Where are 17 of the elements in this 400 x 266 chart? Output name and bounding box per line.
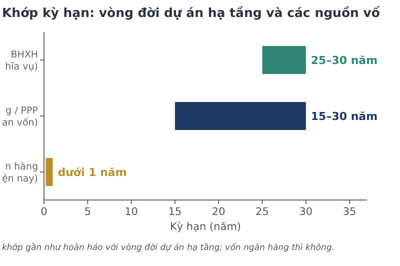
y-tick-label: n hàng ện nay) [2, 161, 38, 184]
x-tick-label: 5 [84, 206, 91, 218]
x-tick-label: 30 [299, 206, 313, 218]
text: khớp gần như hoàn hảo với vòng đời dự án hạ tầng; vốn ngân hàng thì không. [2, 242, 334, 253]
y-tick-label: BHXH hĩa vụ) [5, 49, 38, 72]
x-tick-label: 35 [342, 206, 356, 218]
data-label: 15–30 năm [310, 110, 378, 123]
data-label: dưới 1 năm [58, 166, 127, 179]
x-tick-label: 0 [40, 206, 48, 218]
x-axis-title: Kỳ hạn (năm) [170, 221, 242, 233]
data-label: 25–30 năm [310, 54, 378, 67]
x-tick-label: 20 [212, 206, 226, 218]
y-tick-label: g / PPP an vốn) [2, 105, 38, 128]
x-tick-label: 25 [256, 206, 269, 218]
chart-title: Khớp kỳ hạn: vòng đời dự án hạ tầng và các nguồn vố [2, 5, 380, 20]
x-tick-label: 15 [168, 206, 182, 218]
x-tick-label: 10 [124, 206, 138, 218]
